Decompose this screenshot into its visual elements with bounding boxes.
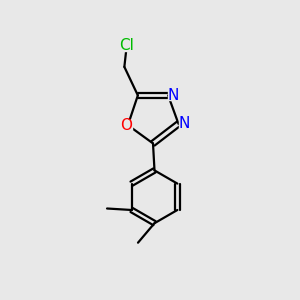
Bar bbox=[119, 40, 135, 51]
Bar bbox=[121, 120, 132, 130]
Text: O: O bbox=[120, 118, 132, 133]
Bar bbox=[168, 91, 179, 100]
Text: Cl: Cl bbox=[119, 38, 134, 53]
Text: N: N bbox=[178, 116, 190, 131]
Text: N: N bbox=[168, 88, 179, 103]
Bar bbox=[179, 119, 189, 129]
